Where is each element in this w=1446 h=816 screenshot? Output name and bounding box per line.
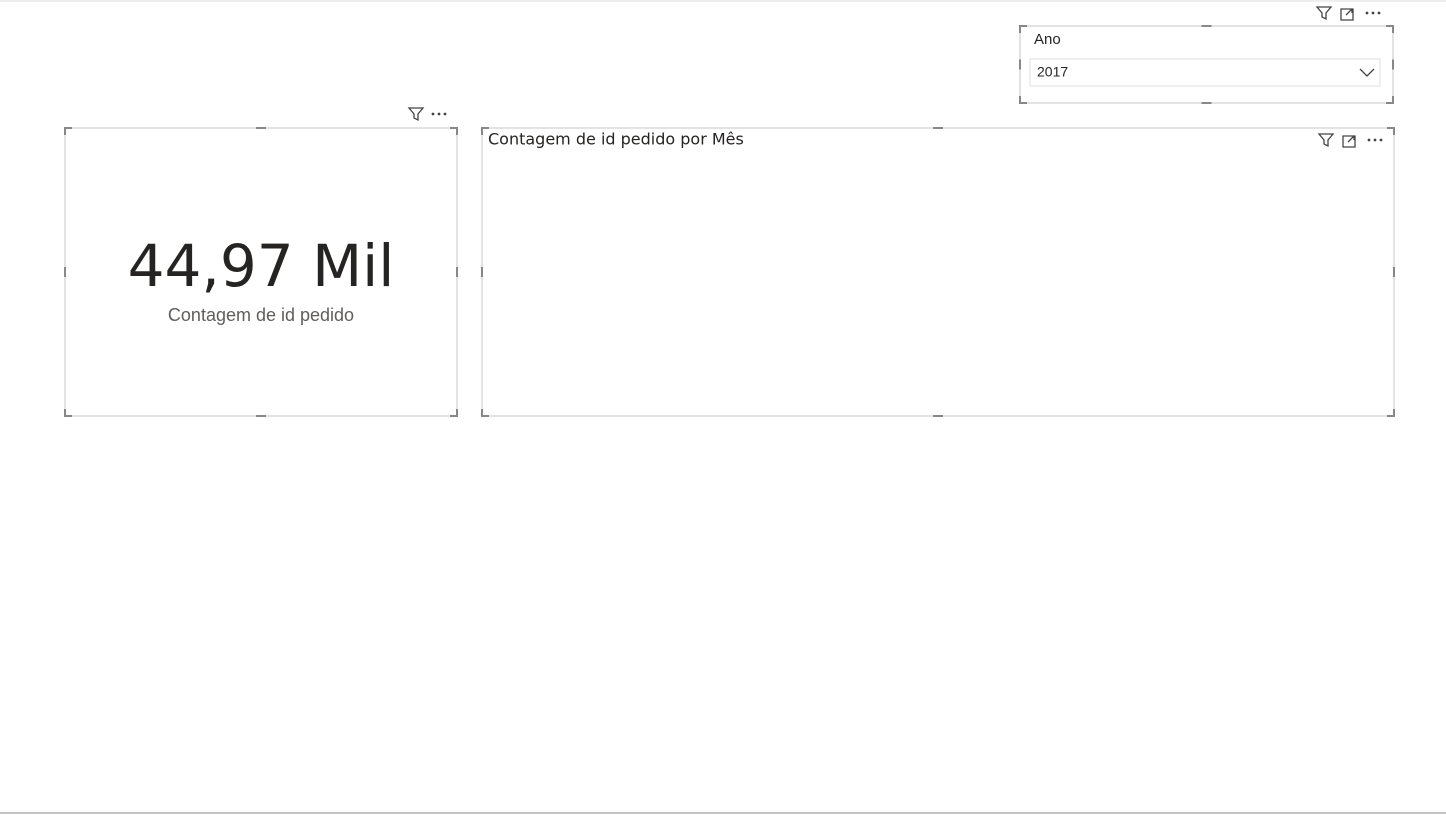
slicer-title: Ano [1034,31,1061,48]
more-options-dot[interactable] [437,112,441,116]
chart-title: Contagem de id pedido por Mês [488,130,744,149]
filter-icon[interactable] [1315,6,1333,21]
more-options-dot[interactable] [1379,138,1383,142]
resize-handles [481,127,1395,417]
filter-icon[interactable] [1317,133,1335,148]
focus-icon[interactable] [1342,135,1356,148]
slicer-dropdown[interactable] [1029,58,1381,87]
more-options-dot[interactable] [1377,11,1381,15]
card: 44,97 Mil Contagem de id pedido [64,127,458,417]
resize-handles [1019,25,1394,104]
more-options-dot[interactable] [1367,138,1371,142]
resize-handles [64,127,458,417]
more-options-dot[interactable] [1371,11,1375,15]
card-value: 44,97 Mil [128,232,395,300]
card-label: Contagem de id pedido [168,305,354,325]
slicer: Ano 2017 [1019,25,1394,104]
dropdown-arrow[interactable] [1359,68,1375,77]
filter-icon[interactable] [407,107,425,122]
more-options-dot[interactable] [1373,138,1377,142]
slicer-value[interactable]: 2017 [1037,64,1068,80]
more-options-dot[interactable] [431,112,435,116]
more-options-dot[interactable] [1365,11,1369,15]
visual-frame [481,127,1395,417]
more-options-dot[interactable] [443,112,447,116]
focus-icon[interactable] [1340,8,1354,21]
